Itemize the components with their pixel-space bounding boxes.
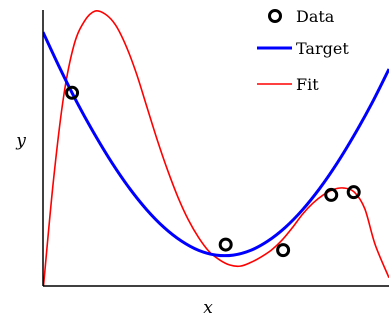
legend: Data Target Fit xyxy=(257,7,349,94)
data-point xyxy=(324,187,339,202)
legend-marker-data xyxy=(268,9,282,23)
legend-label-data: Data xyxy=(296,7,335,26)
data-point xyxy=(218,237,233,252)
data-points xyxy=(65,85,361,258)
data-point xyxy=(65,85,80,100)
series-line-target xyxy=(43,31,389,258)
plot-area xyxy=(43,9,389,286)
legend-label-fit: Fit xyxy=(296,75,319,94)
data-point xyxy=(346,185,361,200)
legend-label-target: Target xyxy=(296,39,349,58)
x-axis-label: x xyxy=(203,298,213,318)
data-point xyxy=(276,243,291,258)
y-axis-label: y xyxy=(15,131,26,151)
